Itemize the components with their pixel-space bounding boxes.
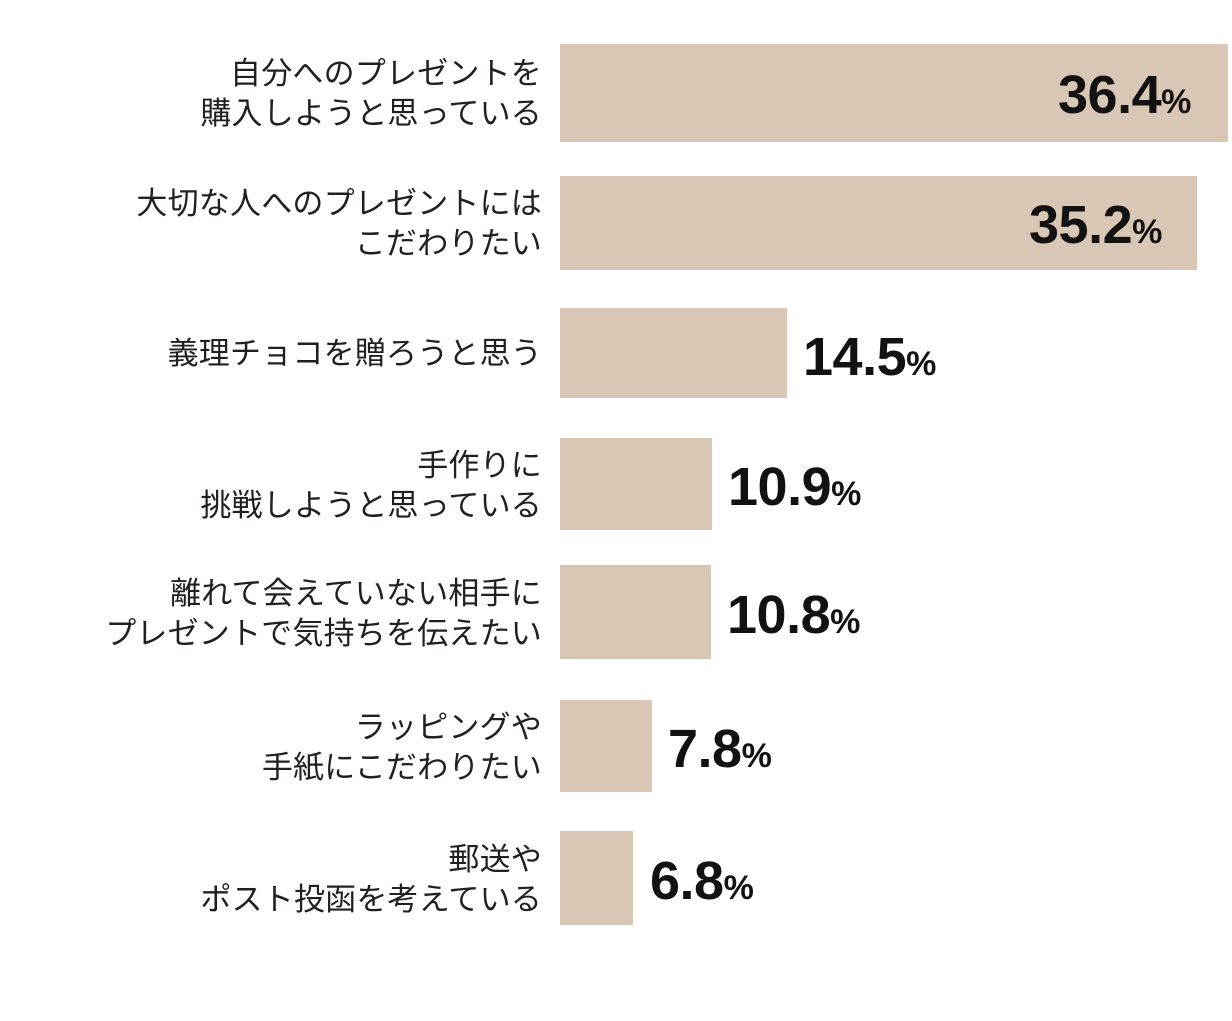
bar-value-number: 14.5 (803, 327, 907, 387)
chart-row: 大切な人へのプレゼントには こだわりたい 35.2% (0, 176, 1232, 270)
bar (560, 44, 1228, 142)
category-label-line: 挑戦しようと思っている (200, 488, 542, 524)
category-label-line: こだわりたい (354, 226, 542, 262)
percent-sign: % (831, 475, 862, 513)
category-label-line: 郵送や (448, 842, 542, 877)
chart-row: 離れて会えていない相手に プレゼントで気持ちを伝えたい 10.8% (0, 565, 1232, 659)
category-label: 義理チョコを贈ろうと思う (0, 334, 542, 374)
percent-sign: % (830, 603, 861, 641)
bar (560, 308, 787, 398)
bar-value-label: 7.8% (668, 722, 772, 776)
chart-row: 郵送や ポスト投函を考えている 6.8% (0, 831, 1232, 925)
bar-value-label: 14.5% (803, 330, 936, 384)
category-label-line: 購入しようと思っている (200, 96, 542, 132)
category-label-line: プレゼントで気持ちを伝えたい (105, 616, 542, 652)
category-label-line: 手紙にこだわりたい (261, 750, 542, 786)
bar (560, 176, 1197, 270)
category-label: 大切な人へのプレゼントには こだわりたい (0, 184, 542, 265)
category-label-line: ポスト投函を考えている (200, 882, 542, 918)
chart-row: ラッピングや 手紙にこだわりたい 7.8% (0, 700, 1232, 792)
percent-sign: % (906, 345, 937, 383)
bar-value-label: 6.8% (650, 854, 754, 908)
percent-sign: % (1132, 213, 1163, 251)
category-label-line: 離れて会えていない相手に (170, 576, 542, 611)
bar-value-number: 35.2 (1029, 195, 1133, 255)
category-label-line: 自分へのプレゼントを (230, 56, 542, 91)
bar-value-label: 36.4% (1058, 68, 1191, 122)
bar-value-number: 10.9 (728, 457, 832, 517)
bar (560, 438, 712, 530)
category-label: 自分へのプレゼントを 購入しようと思っている (0, 54, 542, 135)
category-label-line: 大切な人へのプレゼントには (136, 186, 542, 221)
bar (560, 831, 633, 925)
bar-value-label: 10.9% (728, 460, 861, 514)
bar (560, 700, 652, 792)
category-label-line: ラッピングや (354, 710, 542, 745)
chart-row: 自分へのプレゼントを 購入しようと思っている 36.4% (0, 44, 1232, 142)
bar-value-number: 36.4 (1058, 65, 1162, 125)
percent-sign: % (723, 869, 754, 907)
category-label: ラッピングや 手紙にこだわりたい (0, 708, 542, 789)
bar-value-number: 7.8 (668, 719, 742, 779)
bar-value-number: 10.8 (727, 585, 831, 645)
bar-value-number: 6.8 (650, 851, 724, 911)
percent-sign: % (741, 737, 772, 775)
bar (560, 565, 711, 659)
category-label: 郵送や ポスト投函を考えている (0, 840, 542, 921)
bar-value-label: 35.2% (1029, 198, 1162, 252)
bar-value-label: 10.8% (727, 588, 860, 642)
category-label: 離れて会えていない相手に プレゼントで気持ちを伝えたい (0, 574, 542, 655)
percent-sign: % (1161, 83, 1192, 121)
category-label-line: 義理チョコを贈ろうと思う (167, 336, 542, 371)
chart-row: 義理チョコを贈ろうと思う 14.5% (0, 308, 1232, 398)
chart-row: 手作りに 挑戦しようと思っている 10.9% (0, 438, 1232, 530)
category-label-line: 手作りに (417, 448, 542, 483)
category-label: 手作りに 挑戦しようと思っている (0, 446, 542, 527)
